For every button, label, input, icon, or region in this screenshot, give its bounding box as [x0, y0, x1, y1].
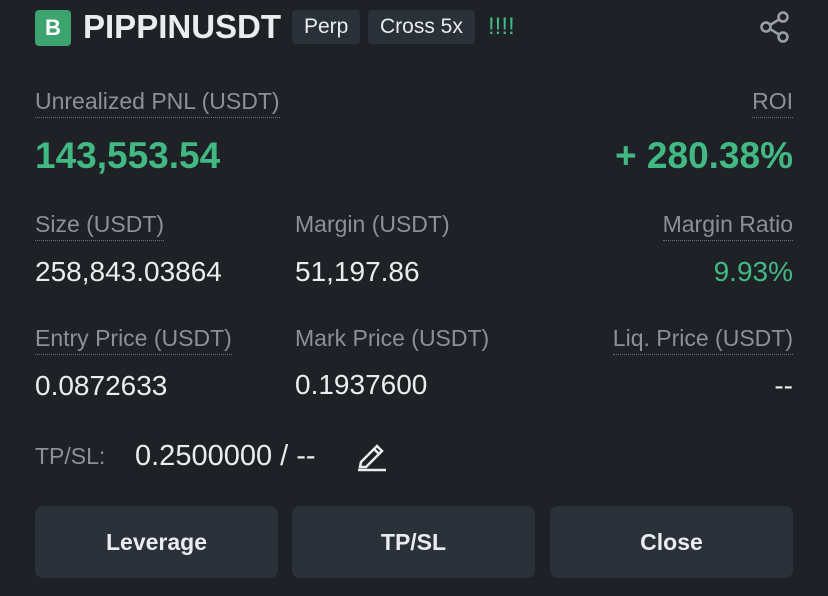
- symbol[interactable]: PIPPINUSDT: [83, 8, 282, 45]
- edit-icon[interactable]: [355, 438, 389, 472]
- tpsl-button[interactable]: TP/SL: [292, 506, 535, 578]
- tpsl-label: TP/SL:: [35, 443, 106, 469]
- field-label: Margin Ratio: [662, 211, 793, 241]
- field-label: Size (USDT): [35, 211, 165, 241]
- field-label: Margin (USDT): [295, 211, 450, 237]
- roi-value: + 280.38%: [615, 135, 793, 176]
- field-value: 0.1937600: [295, 369, 428, 400]
- share-icon[interactable]: [758, 10, 792, 44]
- tag: Perp: [292, 10, 361, 44]
- leverage-button[interactable]: Leverage: [35, 506, 278, 578]
- badge: B: [35, 10, 71, 46]
- field-label: Liq. Price (USDT): [612, 325, 793, 355]
- field-label: Entry Price (USDT): [35, 325, 232, 355]
- field-value: 258,843.03864: [35, 256, 222, 287]
- close-button[interactable]: Close: [550, 506, 793, 578]
- field-value: 0.0872633: [35, 370, 168, 401]
- pnl-label: Unrealized PNL (USDT): [35, 88, 280, 118]
- tag: Cross 5x: [368, 10, 475, 44]
- signal: !!!!: [488, 13, 515, 40]
- field-value: --: [774, 370, 793, 401]
- field-value: 9.93%: [713, 256, 793, 287]
- pnl-value: 143,553.54: [35, 135, 221, 176]
- field-label: Mark Price (USDT): [295, 325, 490, 351]
- tpsl-value: 0.2500000 / --: [135, 440, 316, 472]
- roi-label: ROI: [752, 88, 793, 118]
- field-value: 51,197.86: [295, 256, 420, 287]
